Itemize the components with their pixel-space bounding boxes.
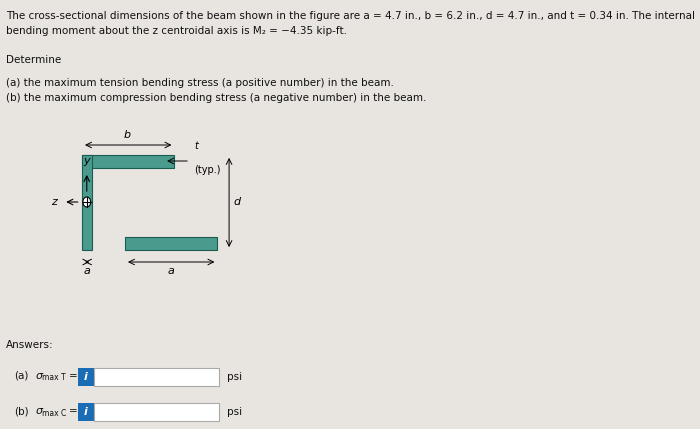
Text: psi: psi: [227, 372, 242, 382]
Text: i: i: [84, 372, 88, 382]
Text: Answers:: Answers:: [6, 340, 54, 350]
Text: (typ.): (typ.): [194, 165, 220, 175]
Text: (a): (a): [14, 371, 29, 381]
Text: max C: max C: [42, 408, 66, 417]
Text: The cross-sectional dimensions of the beam shown in the figure are a = 4.7 in., : The cross-sectional dimensions of the be…: [6, 11, 695, 21]
Text: =: =: [69, 371, 78, 381]
Text: t: t: [194, 141, 198, 151]
Bar: [78, 368, 94, 386]
Text: b: b: [123, 130, 130, 140]
Bar: [78, 403, 94, 421]
Text: (a) the maximum tension bending stress (a positive number) in the beam.: (a) the maximum tension bending stress (…: [6, 78, 394, 88]
Text: =: =: [69, 406, 78, 416]
Text: a: a: [168, 266, 175, 276]
Text: max T: max T: [42, 374, 66, 383]
Text: y: y: [83, 156, 90, 166]
Bar: [94, 403, 219, 421]
Bar: [82, 155, 92, 250]
Text: (b): (b): [14, 406, 29, 416]
Text: d: d: [234, 197, 241, 207]
Text: a: a: [83, 266, 90, 276]
Bar: [82, 155, 174, 168]
Text: (b) the maximum compression bending stress (a negative number) in the beam.: (b) the maximum compression bending stre…: [6, 93, 426, 103]
Text: i: i: [84, 407, 88, 417]
Text: bending moment about the z centroidal axis is M₂ = −4.35 kip-ft.: bending moment about the z centroidal ax…: [6, 26, 347, 36]
Text: σ: σ: [36, 406, 43, 416]
Text: z: z: [51, 197, 57, 207]
Bar: [94, 368, 219, 386]
Text: psi: psi: [227, 407, 242, 417]
Bar: [125, 237, 218, 250]
Text: Determine: Determine: [6, 55, 62, 65]
Circle shape: [83, 197, 91, 207]
Text: σ: σ: [36, 371, 43, 381]
